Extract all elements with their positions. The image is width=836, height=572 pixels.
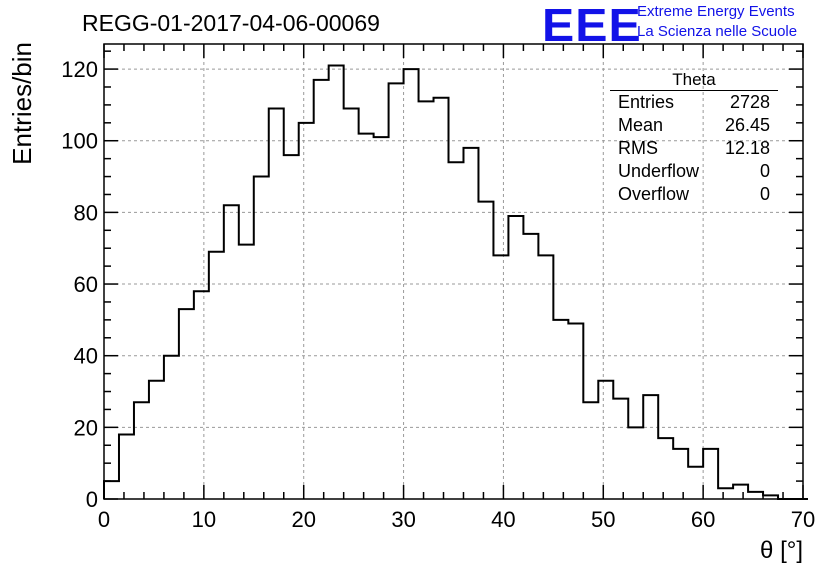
histogram-outline — [103, 64, 808, 500]
x-tick-label: 0 — [98, 507, 110, 532]
stats-label: Entries — [618, 92, 675, 112]
stats-row-underflow: Underflow 0 — [610, 160, 778, 183]
histogram-series — [103, 64, 808, 500]
stats-label: RMS — [618, 138, 658, 158]
x-axis-label: θ [°] — [760, 537, 803, 564]
y-tick-label: 100 — [61, 129, 98, 154]
x-tick-label: 20 — [291, 507, 315, 532]
grid-lines — [104, 44, 803, 499]
y-tick-label: 40 — [74, 344, 98, 369]
logo-line-2: La Scienza nelle Scuole — [637, 23, 798, 40]
x-tick-label: 30 — [391, 507, 415, 532]
stats-value: 0 — [759, 161, 770, 181]
stats-label: Overflow — [618, 184, 690, 204]
axis-ticks — [103, 44, 804, 500]
stats-row-entries: Entries 2728 — [610, 91, 778, 114]
stats-title: Theta — [610, 70, 778, 91]
y-axis-label: Entries/bin — [7, 42, 37, 165]
x-tick-label: 50 — [591, 507, 615, 532]
stats-value: 0 — [759, 184, 770, 204]
logo-line-1: Extreme Energy Events — [637, 3, 795, 20]
stats-value: 12.18 — [724, 138, 770, 158]
x-tick-label: 60 — [691, 507, 715, 532]
stats-row-mean: Mean 26.45 — [610, 114, 778, 137]
y-tick-label: 80 — [74, 200, 98, 225]
plot-frame-rect — [103, 43, 804, 500]
eee-logo-icon: EEE — [542, 0, 642, 51]
y-tick-label: 60 — [74, 272, 98, 297]
y-tick-label: 120 — [61, 57, 98, 82]
y-tick-label: 20 — [74, 415, 98, 440]
stats-label: Mean — [618, 115, 664, 135]
tick-labels: 0 10 20 30 40 50 60 70 0 20 40 60 80 100 120 — [61, 57, 815, 532]
x-tick-label: 10 — [192, 507, 216, 532]
page-title: REGG-01-2017-04-06-00069 — [82, 10, 380, 36]
plot-frame — [103, 43, 804, 500]
x-tick-label: 70 — [791, 507, 815, 532]
y-tick-label: 0 — [86, 487, 98, 512]
stats-value: 2728 — [729, 92, 770, 112]
stats-row-rms: RMS 12.18 — [610, 137, 778, 160]
x-tick-label: 40 — [491, 507, 515, 532]
stats-label: Underflow — [618, 161, 700, 181]
stats-value: 26.45 — [724, 115, 770, 135]
stats-row-overflow: Overflow 0 — [610, 183, 778, 206]
stats-box: Theta Entries 2728 Mean 26.45 RMS 12.18 Und… — [610, 70, 778, 206]
logo-caption: Extreme Energy Events La Scienza nelle S… — [637, 2, 797, 42]
